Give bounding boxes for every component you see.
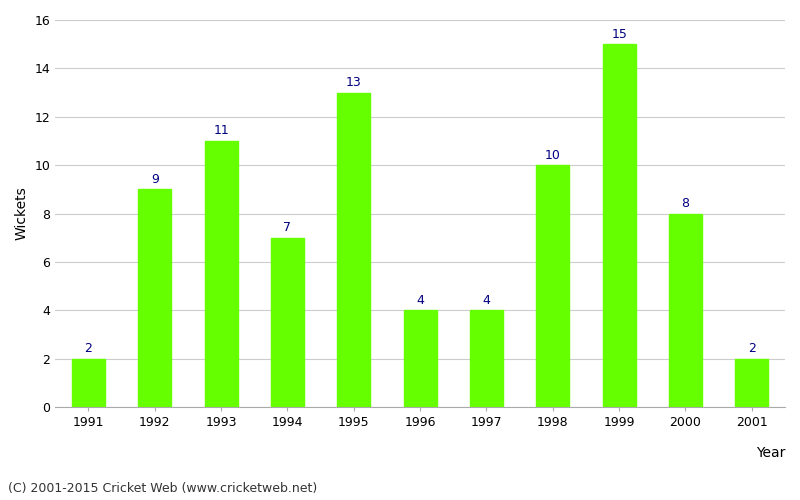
Bar: [338, 92, 370, 407]
Bar: [205, 141, 238, 407]
Text: 8: 8: [682, 197, 690, 210]
Bar: [403, 310, 437, 407]
Text: 11: 11: [214, 124, 229, 138]
Text: 10: 10: [545, 148, 561, 162]
Text: 2: 2: [85, 342, 92, 355]
Bar: [536, 165, 570, 407]
Text: 4: 4: [482, 294, 490, 306]
Text: 2: 2: [748, 342, 756, 355]
Bar: [735, 358, 769, 407]
Text: Year: Year: [756, 446, 785, 460]
Bar: [138, 190, 171, 407]
Bar: [602, 44, 636, 407]
Bar: [72, 358, 105, 407]
Y-axis label: Wickets: Wickets: [15, 186, 29, 240]
Text: 13: 13: [346, 76, 362, 89]
Text: 15: 15: [611, 28, 627, 40]
Text: 7: 7: [283, 221, 291, 234]
Bar: [271, 238, 304, 407]
Bar: [669, 214, 702, 407]
Bar: [470, 310, 503, 407]
Text: 9: 9: [151, 172, 158, 186]
Text: 4: 4: [416, 294, 424, 306]
Text: (C) 2001-2015 Cricket Web (www.cricketweb.net): (C) 2001-2015 Cricket Web (www.cricketwe…: [8, 482, 318, 495]
